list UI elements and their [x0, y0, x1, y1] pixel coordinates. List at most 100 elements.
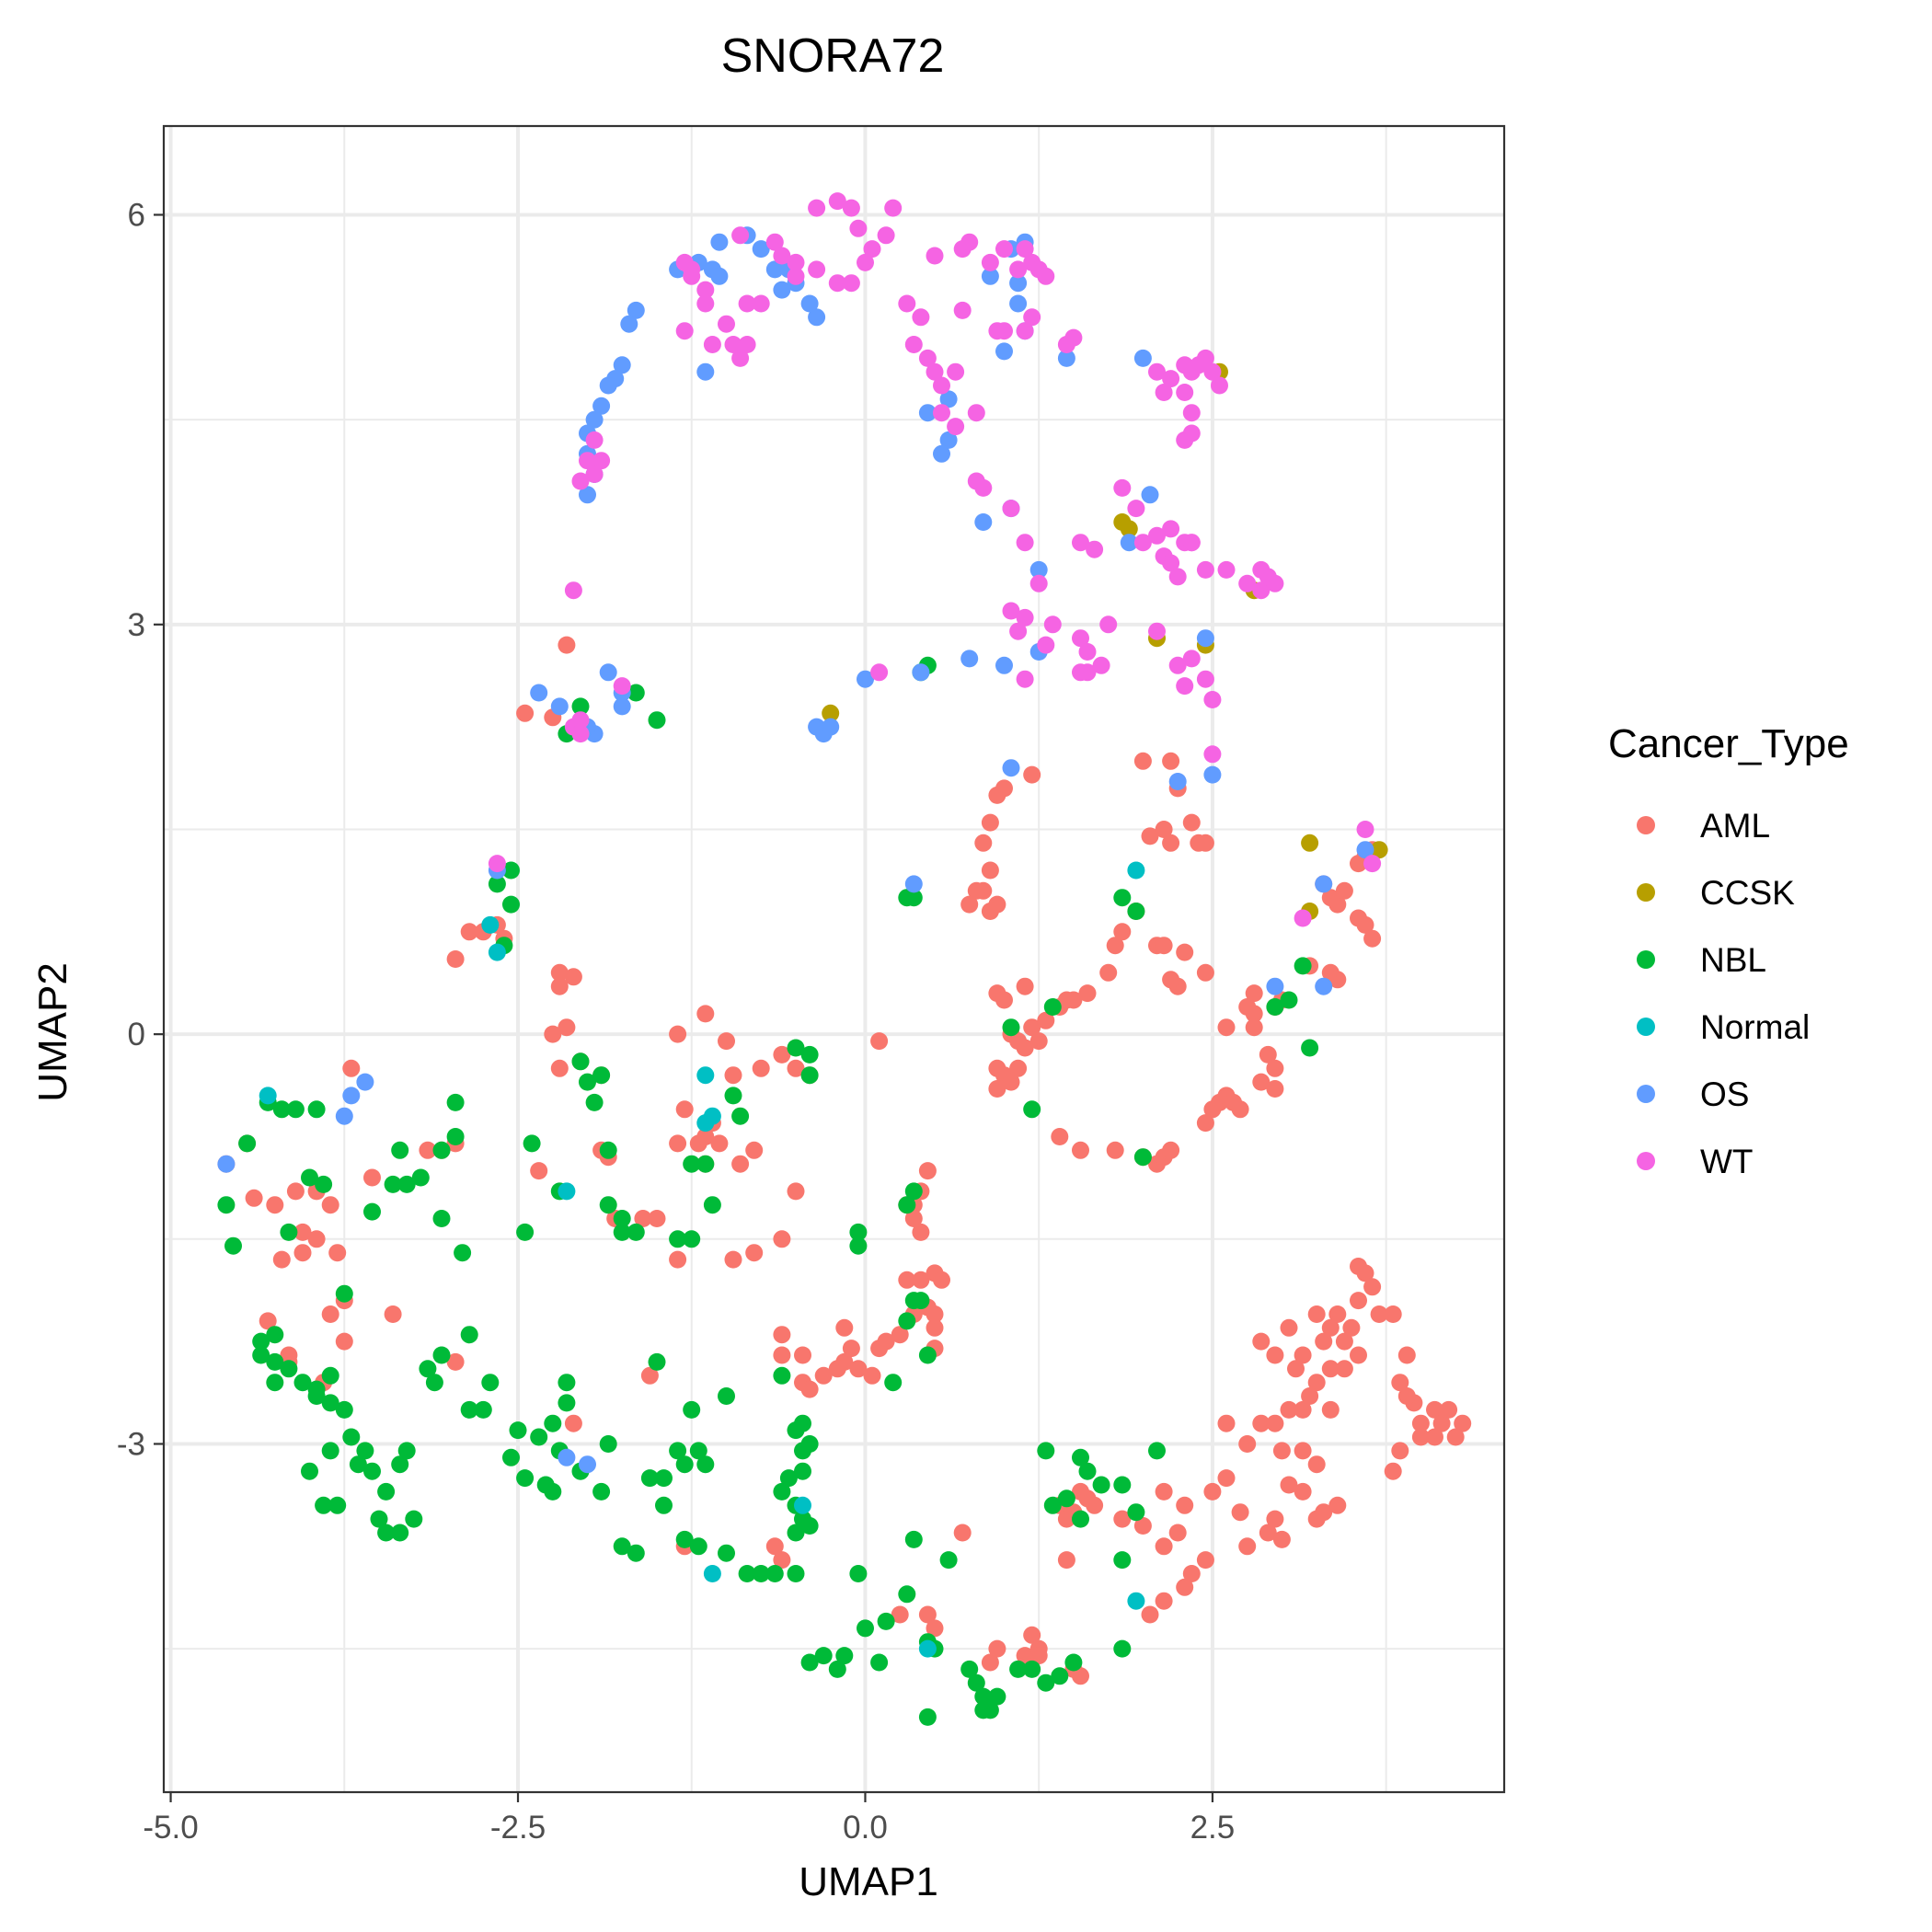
point-wt	[933, 376, 950, 395]
point-os	[530, 684, 548, 702]
point-os	[1120, 534, 1138, 552]
point-wt	[857, 253, 874, 271]
point-wt	[933, 404, 950, 422]
point-wt	[1016, 608, 1034, 627]
point-os	[696, 362, 715, 381]
point-aml	[849, 1360, 868, 1378]
point-aml	[1328, 895, 1347, 914]
point-aml	[634, 1210, 652, 1227]
point-aml	[1245, 984, 1263, 1003]
point-aml	[974, 834, 993, 852]
point-wt	[564, 581, 582, 600]
point-aml	[1350, 1258, 1367, 1275]
point-aml	[1162, 1141, 1180, 1159]
point-os	[599, 663, 617, 682]
point-normal	[794, 1496, 811, 1514]
point-wt	[947, 418, 965, 436]
point-aml	[1238, 1435, 1257, 1453]
point-nbl	[800, 1045, 819, 1064]
point-aml	[1182, 1565, 1201, 1582]
point-aml	[558, 1018, 576, 1037]
point-os	[335, 1107, 353, 1125]
point-aml	[1252, 1073, 1271, 1091]
point-aml	[1231, 1100, 1249, 1119]
point-nbl	[655, 1496, 673, 1514]
point-os	[1315, 875, 1333, 893]
point-aml	[1176, 1578, 1194, 1596]
point-nbl	[613, 1210, 631, 1227]
point-os	[558, 1448, 576, 1466]
point-wt	[571, 725, 590, 743]
point-os	[904, 875, 923, 893]
point-wt	[1176, 431, 1194, 449]
point-aml	[1259, 1045, 1277, 1064]
point-normal	[1127, 861, 1145, 880]
point-nbl	[703, 1196, 721, 1214]
point-normal	[696, 1066, 715, 1085]
point-aml	[1391, 1442, 1409, 1460]
point-wt	[718, 315, 735, 333]
point-nbl	[1072, 1448, 1089, 1466]
point-aml	[981, 861, 999, 880]
point-aml	[1245, 1005, 1263, 1023]
point-aml	[891, 1326, 909, 1344]
point-wt	[1238, 574, 1257, 592]
point-wt	[696, 281, 715, 299]
legend-title: Cancer_Type	[1608, 721, 1849, 766]
point-aml	[918, 1162, 937, 1180]
point-os	[765, 260, 784, 279]
point-ccsk	[1370, 841, 1388, 859]
point-wt	[947, 362, 965, 381]
point-nbl	[1092, 1476, 1110, 1494]
point-nbl	[1280, 991, 1298, 1009]
point-nbl	[321, 1394, 339, 1412]
point-aml	[272, 1250, 291, 1269]
point-aml	[1016, 1039, 1034, 1057]
point-os	[800, 294, 819, 313]
point-aml	[1155, 937, 1173, 955]
point-aml	[1155, 1592, 1173, 1610]
point-aml	[307, 1230, 326, 1248]
point-wt	[1176, 677, 1194, 696]
point-aml	[765, 1537, 784, 1556]
point-aml	[640, 1366, 659, 1385]
point-os	[1203, 765, 1222, 784]
point-aml	[446, 950, 465, 968]
point-aml	[1328, 971, 1347, 989]
point-os	[1168, 773, 1187, 790]
point-wt	[1016, 534, 1034, 552]
point-aml	[1280, 1400, 1298, 1419]
y-tick-label: 3	[128, 607, 145, 643]
x-axis: -5.0 -2.5 0.0 2.5	[143, 1792, 1235, 1846]
point-aml	[787, 1182, 805, 1201]
point-wt	[488, 855, 506, 873]
point-aml	[1335, 1360, 1353, 1378]
point-nbl	[904, 1530, 923, 1548]
point-os	[1356, 841, 1374, 859]
point-nbl	[787, 1524, 805, 1542]
point-nbl	[1037, 1442, 1055, 1460]
point-nbl	[683, 1155, 701, 1173]
point-os	[620, 315, 638, 333]
point-nbl	[689, 1537, 707, 1556]
point-aml	[724, 1250, 742, 1269]
point-nbl	[787, 1421, 805, 1440]
point-aml	[1176, 1496, 1194, 1514]
point-nbl	[738, 1565, 756, 1582]
point-normal	[488, 943, 506, 961]
point-aml	[891, 1605, 909, 1624]
point-nbl	[488, 875, 506, 893]
point-nbl	[828, 1660, 846, 1678]
point-nbl	[502, 1448, 520, 1466]
point-os	[710, 267, 729, 285]
point-aml	[953, 1524, 972, 1542]
point-os	[217, 1155, 236, 1173]
point-aml	[1162, 752, 1180, 770]
point-aml	[286, 1182, 305, 1201]
point-aml	[1133, 1517, 1152, 1535]
point-aml	[1280, 1476, 1298, 1494]
point-os	[981, 267, 999, 285]
point-wt	[1266, 574, 1284, 592]
point-wt	[863, 240, 881, 259]
legend-key-aml	[1637, 816, 1655, 834]
